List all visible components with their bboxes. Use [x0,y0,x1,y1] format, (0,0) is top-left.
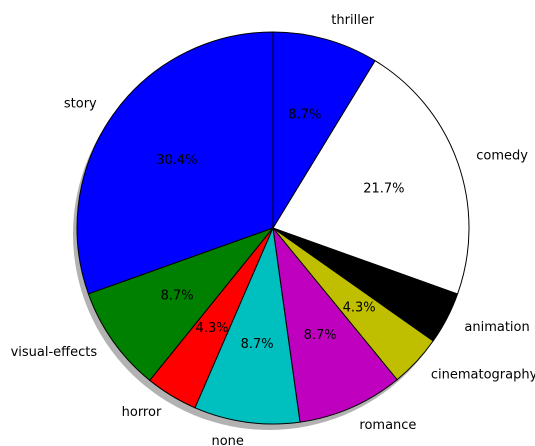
slice-label: story [64,96,97,111]
slice-percent: 4.3% [361,275,394,290]
slice-label: visual-effects [11,345,98,360]
pie-slice [76,31,274,295]
slice-percent: 8.7% [304,328,337,343]
slice-percent: 21.7% [363,181,404,196]
slice-percent: 4.3% [196,321,229,336]
slice-label: cinematography [431,367,535,382]
slice-percent: 4.3% [343,301,376,316]
pie-slice [87,226,275,382]
slice-percent: 30.4% [156,153,197,168]
slice-percent: 8.7% [161,289,194,304]
slice-label: thriller [331,13,375,28]
pie-slice [272,59,470,295]
slice-label: horror [122,405,162,420]
slice-label: romance [359,418,416,433]
slice-label: animation [464,320,529,335]
pie-slice [272,226,398,423]
slice-percent: 8.7% [288,107,321,122]
slice-percent: 8.7% [241,337,274,352]
slice-label: comedy [476,149,528,164]
slice-label: none [211,434,243,446]
pie-slice [194,226,301,425]
pie-slice [272,31,376,230]
